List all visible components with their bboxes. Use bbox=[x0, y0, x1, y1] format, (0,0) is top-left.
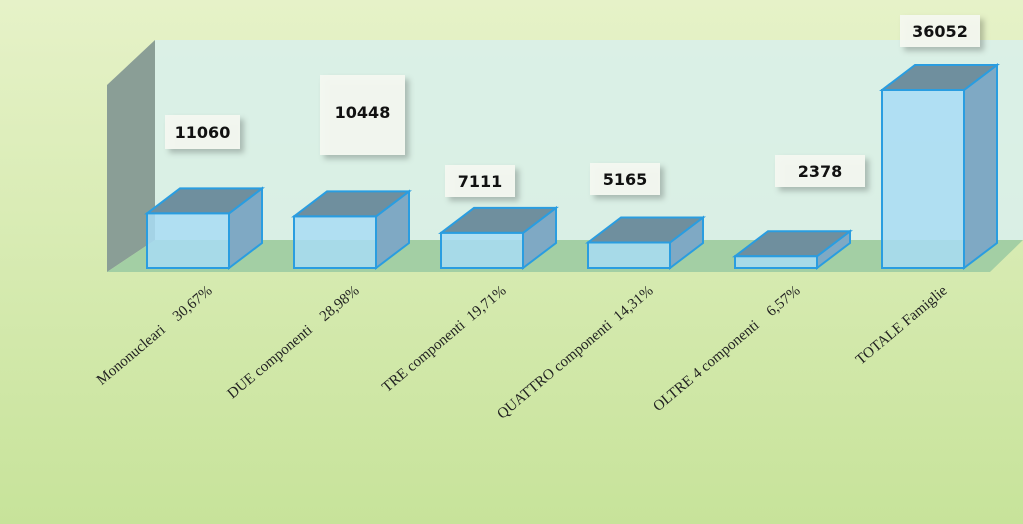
value-label-box bbox=[320, 75, 405, 155]
bar-side bbox=[963, 62, 998, 271]
bar bbox=[585, 215, 706, 271]
bar-front bbox=[587, 241, 671, 269]
value-label: 11060 bbox=[175, 123, 231, 142]
bar-front bbox=[293, 215, 377, 270]
value-label: 2378 bbox=[798, 162, 843, 181]
value-label-box bbox=[590, 163, 660, 195]
value-label-box bbox=[165, 115, 240, 149]
bar bbox=[438, 205, 559, 271]
value-label: 5165 bbox=[603, 170, 648, 189]
bar-front bbox=[146, 212, 230, 270]
value-label-box bbox=[900, 15, 980, 47]
bar bbox=[732, 229, 853, 271]
bar-front bbox=[881, 89, 965, 269]
value-label-box bbox=[775, 155, 865, 187]
value-label: 10448 bbox=[335, 103, 391, 122]
bar bbox=[144, 186, 265, 271]
side-wall bbox=[107, 40, 155, 272]
bar-front bbox=[734, 255, 818, 269]
bar bbox=[291, 189, 412, 271]
value-label: 7111 bbox=[458, 172, 503, 191]
bar bbox=[879, 62, 1000, 271]
value-label: 36052 bbox=[912, 22, 968, 41]
value-label-box bbox=[445, 165, 515, 197]
bar-front bbox=[440, 231, 524, 269]
